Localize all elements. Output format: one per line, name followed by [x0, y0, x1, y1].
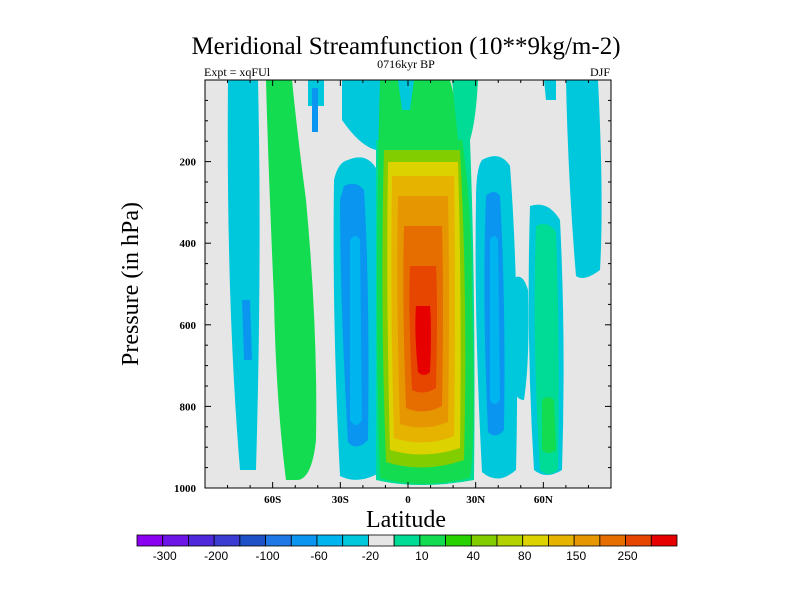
colorbar-label: 150	[566, 549, 586, 563]
contour-cap-2	[342, 80, 385, 150]
colorbar-swatch	[548, 534, 575, 547]
y-tick-label: 800	[180, 401, 197, 413]
colorbar-swatch	[573, 534, 601, 547]
contour-southern-ferrel-core-inner	[350, 236, 362, 425]
contour-north-top-cap	[544, 80, 556, 100]
period-label: 0716kyr BP	[377, 57, 435, 71]
colorbar-label: 80	[518, 549, 532, 563]
colorbar-label: 40	[467, 549, 481, 563]
colorbar-swatch	[393, 534, 421, 547]
y-tick-label: 400	[180, 238, 197, 250]
colorbar-swatch	[599, 534, 626, 547]
contour-northern-polar-positive-core	[542, 397, 556, 453]
colorbar-swatch	[265, 534, 292, 547]
colorbar-swatch	[496, 534, 524, 547]
colorbar-label: -20	[362, 549, 380, 563]
colorbar-swatch	[368, 534, 395, 547]
colorbar-swatch	[239, 534, 266, 547]
colorbar-swatch	[162, 534, 189, 547]
colorbar-swatch	[188, 534, 215, 547]
colorbar-swatch	[445, 534, 472, 547]
x-tick-label: 60N	[534, 494, 553, 506]
colorbar-swatch	[625, 534, 652, 547]
x-tick-label: 60S	[264, 494, 281, 506]
colorbar: -300 -200 -100 -60 -20 10 40 80 150 250	[136, 534, 678, 563]
colorbar-swatch	[213, 534, 241, 547]
colorbar-label: -100	[256, 549, 280, 563]
y-tick-label: 1000	[174, 483, 197, 495]
y-axis: 200 400 600 800 1000	[174, 99, 611, 495]
contour-southern-polar-cell	[227, 80, 260, 470]
colorbar-label: -200	[204, 549, 228, 563]
contour-hadley-250	[415, 306, 431, 375]
contour-southern-polar-core	[242, 300, 252, 360]
season-label: DJF	[590, 65, 610, 79]
contour-cap-1-core	[312, 88, 318, 132]
y-tick-label: 200	[180, 157, 197, 169]
colorbar-label: -60	[310, 549, 328, 563]
x-axis-title: Latitude	[366, 507, 446, 533]
y-tick-label: 600	[180, 320, 197, 332]
colorbar-swatch	[419, 534, 446, 547]
contour-northern-tail	[512, 276, 529, 400]
contour-southern-midlatitude-cell	[266, 80, 317, 480]
colorbar-swatch	[522, 534, 549, 547]
contour-north-top-column	[566, 80, 602, 278]
contour-northern-ferrel-core-inner	[490, 236, 500, 404]
colorbar-label: 10	[415, 549, 429, 563]
colorbar-label: 250	[618, 549, 638, 563]
experiment-label: Expt = xqFUl	[204, 65, 271, 79]
colorbar-swatch	[136, 534, 164, 547]
colorbar-swatch	[316, 534, 344, 547]
colorbar-swatch	[290, 534, 318, 547]
contour-top-patch-1	[398, 80, 414, 110]
x-axis: 60S 30S 0 30N 60N	[227, 80, 589, 506]
plot-area: 60S 30S 0 30N 60N 200 400 600 800 1000	[174, 79, 612, 506]
y-axis-title: Pressure (in hPa)	[118, 202, 144, 366]
colorbar-swatch	[650, 534, 678, 547]
x-tick-label: 30N	[466, 494, 485, 506]
colorbar-label: -300	[153, 549, 177, 563]
colorbar-swatch	[470, 534, 498, 547]
colorbar-swatch	[342, 534, 369, 547]
x-tick-label: 0	[405, 494, 411, 506]
chart-title: Meridional Streamfunction (10**9kg/m-2)	[191, 33, 620, 60]
x-tick-label: 30S	[332, 494, 349, 506]
contour-top-patch-2	[452, 80, 478, 140]
